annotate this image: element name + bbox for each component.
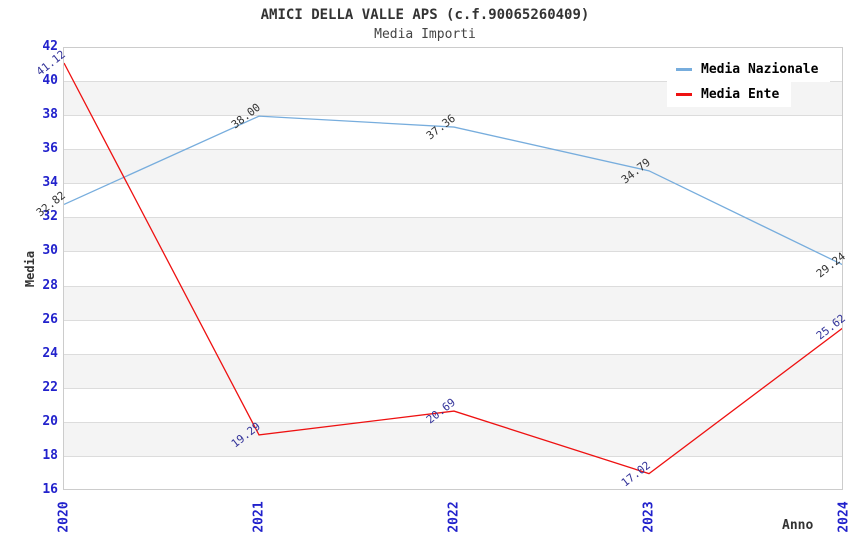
gridline xyxy=(64,115,842,117)
y-tick-label: 30 xyxy=(42,243,58,259)
gridline xyxy=(64,149,842,151)
series-line-media-ente xyxy=(64,62,842,475)
grid-band xyxy=(64,149,842,184)
gridline xyxy=(64,387,842,389)
x-axis-title: Anno xyxy=(782,518,814,533)
plot-area xyxy=(63,47,843,490)
x-tick-label: 2023 xyxy=(641,501,657,533)
grid-band xyxy=(64,353,842,388)
gridline xyxy=(64,353,842,355)
legend-item-media-nazionale: Media Nazionale xyxy=(667,57,831,82)
y-tick-label: 32 xyxy=(42,209,58,225)
gridline xyxy=(64,319,842,321)
grid-band xyxy=(64,421,842,456)
grid-band xyxy=(64,285,842,320)
legend-swatch-media-ente xyxy=(676,93,692,96)
y-tick-label: 26 xyxy=(42,311,58,327)
chart-title: AMICI DELLA VALLE APS (c.f.90065260409) xyxy=(260,7,590,23)
gridline xyxy=(64,285,842,287)
chart-subtitle: Media Importi xyxy=(374,27,476,42)
y-tick-label: 42 xyxy=(42,39,58,54)
series-lines xyxy=(64,62,842,475)
x-tick-label: 2020 xyxy=(56,501,72,533)
legend: Media Nazionale Media Ente xyxy=(667,57,831,107)
y-tick-label: 18 xyxy=(42,447,58,463)
x-tick-label: 2024 xyxy=(836,501,850,533)
series-line-media-nazionale xyxy=(64,115,842,266)
y-tick-label: 22 xyxy=(42,379,58,395)
y-tick-label: 20 xyxy=(42,413,58,429)
y-tick-label: 24 xyxy=(42,345,58,361)
y-tick-label: 16 xyxy=(42,482,58,497)
y-tick-label: 38 xyxy=(42,107,58,123)
y-tick-label: 28 xyxy=(42,277,58,293)
legend-item-media-ente: Media Ente xyxy=(667,82,792,107)
legend-label-media-nazionale: Media Nazionale xyxy=(701,62,819,77)
gridline xyxy=(64,81,842,83)
x-tick-label: 2022 xyxy=(446,501,462,533)
y-tick-label: 34 xyxy=(42,175,58,191)
gridline xyxy=(64,183,842,185)
gridline xyxy=(64,455,842,457)
y-tick-label: 36 xyxy=(42,141,58,157)
legend-label-media-ente: Media Ente xyxy=(701,87,780,102)
gridline xyxy=(64,421,842,423)
gridline xyxy=(64,217,842,219)
y-tick-label: 40 xyxy=(42,73,58,89)
grid-band xyxy=(64,217,842,252)
x-tick-label: 2021 xyxy=(251,501,267,533)
gridline xyxy=(64,251,842,253)
legend-swatch-media-nazionale xyxy=(676,68,692,71)
